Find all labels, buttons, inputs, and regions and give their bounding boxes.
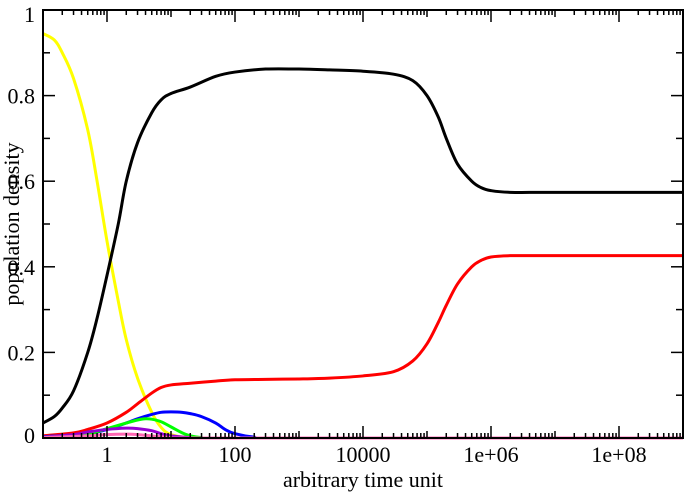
x-tick-label: 1 [102, 442, 113, 467]
series-line-2 [42, 67, 683, 425]
y-tick-label: 0.6 [8, 169, 36, 194]
x-tick-label: 10000 [336, 442, 391, 467]
y-tick-labels: 0 0.2 0.4 0.6 0.8 1 [8, 2, 36, 448]
tick-layer [42, 9, 684, 439]
y-tick-label: 0.2 [8, 340, 36, 365]
y-axis-label: population density [0, 142, 24, 305]
x-tick-label: 100 [219, 442, 252, 467]
x-tick-label: 1e+08 [591, 442, 646, 467]
x-tick-label: 1e+06 [463, 442, 518, 467]
y-tick-label: 0 [24, 423, 35, 448]
y-tick-label: 0.8 [8, 84, 36, 109]
series-layer [42, 32, 684, 440]
series-line-3 [42, 254, 683, 438]
plot-frame [42, 9, 684, 439]
x-axis-label: arbitrary time unit [283, 467, 443, 492]
x-tick-labels: 1 100 10000 1e+06 1e+08 [102, 442, 647, 467]
y-tick-label: 0.4 [8, 255, 36, 280]
y-tick-label: 1 [24, 2, 35, 27]
